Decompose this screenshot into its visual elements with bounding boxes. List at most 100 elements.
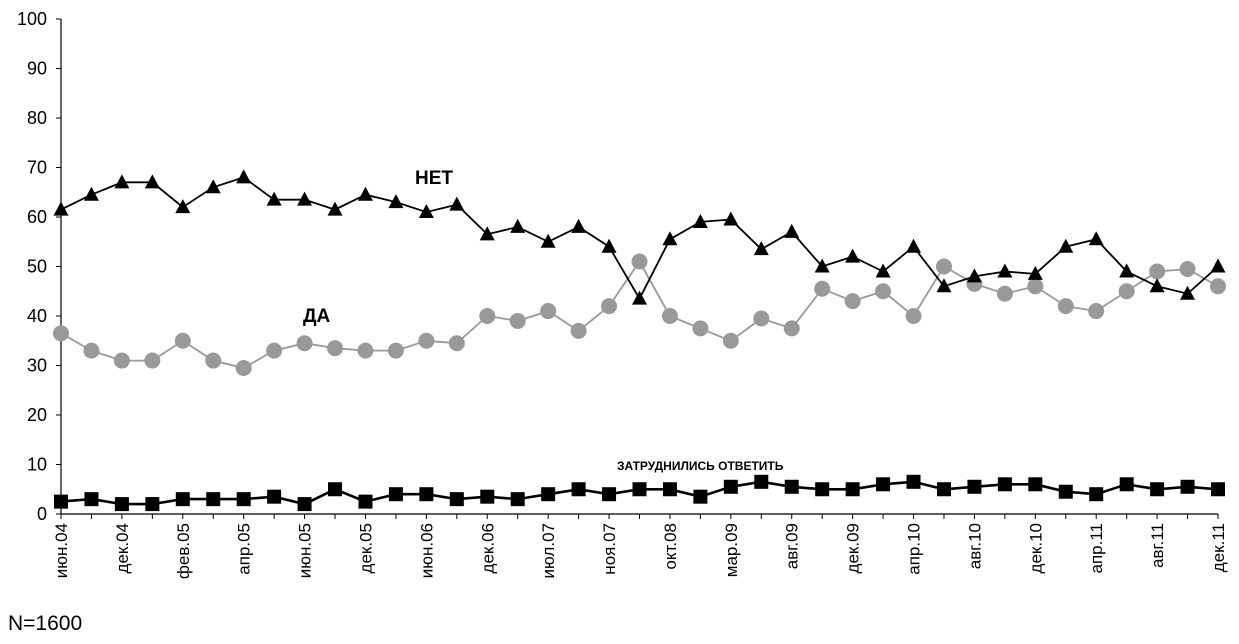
x-tick-label: июн.05	[296, 523, 315, 578]
data-point-square	[723, 479, 738, 494]
data-point-square	[267, 489, 282, 504]
data-point-circle	[1027, 278, 1044, 295]
data-point-circle	[601, 298, 618, 315]
data-point-triangle	[662, 231, 678, 246]
data-point-square	[1058, 484, 1073, 499]
data-point-triangle	[1149, 278, 1165, 293]
axes: 0 10 20 30 40 50 60 70 80 90 100 июн.04 дек.04 фев.05…	[17, 9, 1228, 579]
data-point-square	[206, 492, 221, 507]
series-line	[60, 176, 1219, 301]
data-point-circle	[448, 335, 465, 352]
data-point-triangle	[571, 218, 587, 233]
x-tick-label: фев.05	[174, 523, 193, 579]
data-point-circle	[1088, 303, 1105, 320]
data-point-triangle	[53, 201, 69, 216]
data-point-circle	[509, 312, 526, 329]
y-tick-label: 60	[27, 207, 47, 227]
data-point-triangle	[1088, 231, 1104, 246]
data-point-triangle	[601, 238, 617, 253]
data-point-triangle	[357, 186, 373, 201]
data-point-triangle	[723, 211, 739, 226]
data-point-triangle	[114, 174, 130, 189]
data-point-square	[449, 492, 464, 507]
data-point-circle	[570, 322, 587, 339]
y-tick-label: 90	[27, 59, 47, 79]
x-tick-label: авг.10	[965, 523, 984, 569]
data-point-circle	[327, 340, 344, 357]
data-point-circle	[722, 332, 739, 349]
label-da: ДА	[303, 306, 331, 327]
data-point-circle	[814, 280, 831, 297]
data-point-triangle	[1180, 285, 1196, 300]
data-point-square	[602, 487, 617, 502]
data-point-square	[662, 482, 677, 497]
data-point-square	[754, 474, 769, 489]
data-point-square	[784, 479, 799, 494]
x-tick-label: авг.11	[1148, 523, 1167, 568]
data-point-triangle	[449, 196, 465, 211]
label-layer: НЕТ ДА ЗАТРУДНИЛИСЬ ОТВЕТИТЬ	[303, 168, 784, 473]
x-tick-label: апр.11	[1087, 523, 1106, 574]
x-tick-label: дек.04	[113, 523, 132, 573]
data-point-circle	[783, 320, 800, 337]
data-point-square	[510, 492, 525, 507]
data-point-circle	[1210, 278, 1226, 295]
data-point-circle	[205, 352, 222, 369]
data-point-square	[967, 479, 982, 494]
data-point-circle	[996, 285, 1013, 302]
data-point-triangle	[1119, 263, 1135, 278]
data-point-square	[1119, 477, 1134, 492]
data-point-square	[1089, 487, 1104, 502]
data-point-square	[541, 487, 556, 502]
x-tick-label: апр.05	[235, 523, 254, 575]
data-point-circle	[692, 320, 709, 337]
data-point-triangle	[632, 290, 647, 305]
data-point-triangle	[692, 213, 708, 228]
data-point-triangle	[540, 233, 556, 248]
data-point-circle	[266, 342, 283, 359]
data-point-circle	[144, 352, 161, 369]
data-point-triangle	[479, 226, 495, 241]
y-tick-label: 40	[27, 306, 47, 326]
y-tick-label: 0	[37, 504, 47, 524]
data-point-square	[145, 497, 160, 512]
data-point-circle	[387, 342, 404, 359]
chart: 0 10 20 30 40 50 60 70 80 90 100 июн.04 дек.04 фев.05…	[17, 9, 1228, 579]
series-line	[60, 259, 1219, 369]
sample-size-note: N=1600	[8, 612, 83, 635]
data-point-circle	[935, 258, 952, 275]
x-tick-label: окт.08	[661, 523, 680, 570]
y-tick-label: 100	[17, 9, 47, 29]
data-point-triangle	[266, 191, 282, 206]
data-point-circle	[113, 352, 130, 369]
data-point-circle	[844, 293, 861, 310]
data-point-square	[936, 482, 951, 497]
x-tick-label: мар.09	[722, 523, 741, 577]
data-point-square	[480, 489, 495, 504]
data-point-triangle	[1210, 258, 1226, 273]
x-tick-label: дек.09	[844, 523, 863, 573]
data-point-circle	[174, 332, 191, 349]
data-point-square	[571, 482, 586, 497]
data-point-square	[845, 482, 860, 497]
data-point-triangle	[236, 169, 252, 184]
data-point-square	[388, 487, 403, 502]
data-point-triangle	[144, 174, 160, 189]
y-tick-label: 50	[27, 257, 47, 277]
data-point-circle	[53, 325, 69, 342]
data-point-circle	[1118, 283, 1135, 300]
data-point-square	[84, 492, 99, 507]
data-point-square	[419, 487, 434, 502]
data-point-triangle	[388, 194, 404, 209]
x-tick-label: апр.10	[905, 523, 924, 575]
data-point-square	[54, 494, 68, 509]
data-point-square	[1028, 477, 1043, 492]
data-point-circle	[1057, 298, 1074, 315]
data-point-square	[328, 482, 343, 497]
y-tick-label: 20	[27, 405, 47, 425]
data-point-triangle	[205, 179, 221, 194]
data-point-circle	[479, 308, 496, 324]
x-tick-label: дек.06	[478, 523, 497, 573]
data-point-square	[815, 482, 830, 497]
data-point-square	[175, 492, 190, 507]
